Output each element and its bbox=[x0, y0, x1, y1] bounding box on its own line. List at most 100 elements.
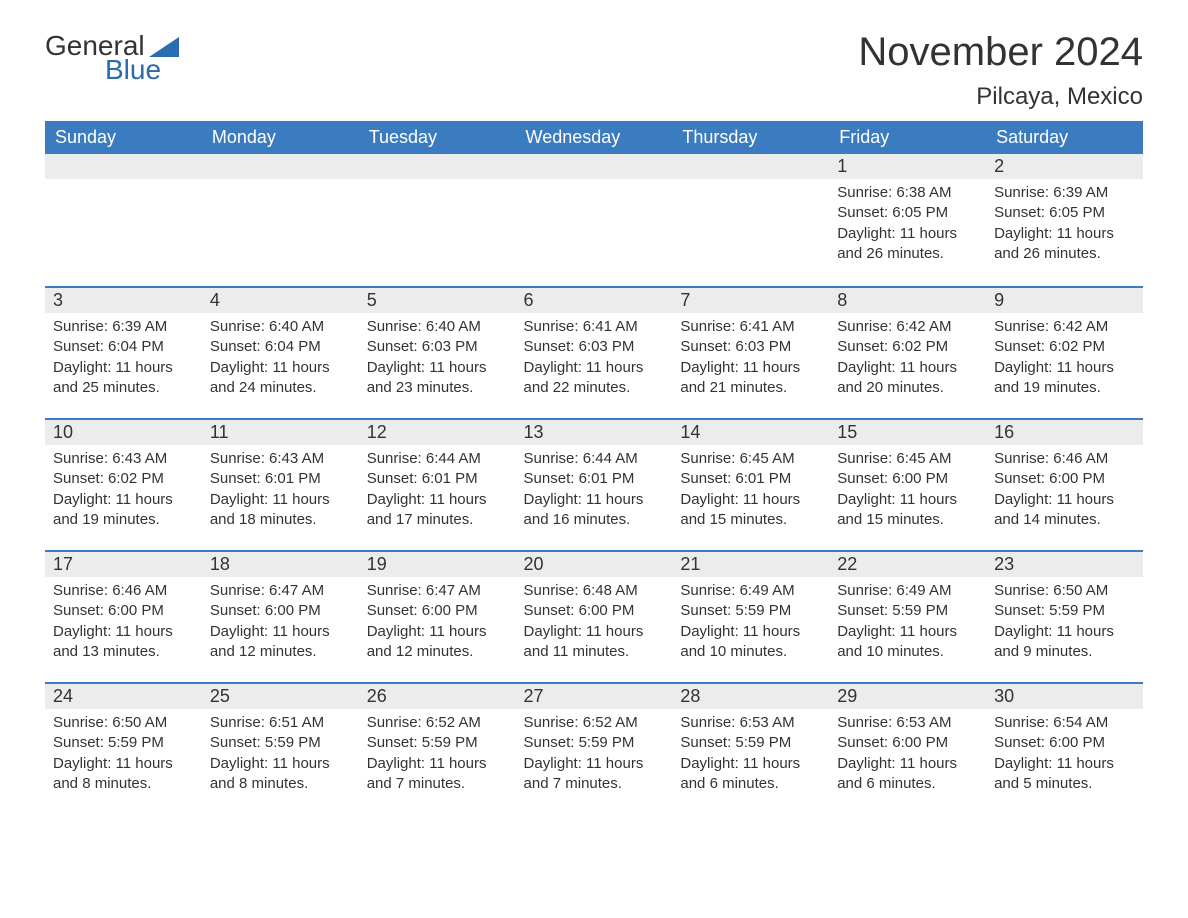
day-number: 3 bbox=[45, 286, 202, 313]
day-body: Sunrise: 6:44 AMSunset: 6:01 PMDaylight:… bbox=[516, 445, 673, 538]
day-sunset: Sunset: 6:04 PM bbox=[210, 337, 351, 357]
day-daylight2: and 15 minutes. bbox=[680, 510, 821, 530]
day-sunset: Sunset: 6:00 PM bbox=[210, 601, 351, 621]
day-sunset: Sunset: 6:02 PM bbox=[837, 337, 978, 357]
weekday-header: Friday bbox=[829, 121, 986, 154]
calendar-day-cell: 29Sunrise: 6:53 AMSunset: 6:00 PMDayligh… bbox=[829, 682, 986, 814]
day-sunset: Sunset: 6:02 PM bbox=[994, 337, 1135, 357]
day-daylight1: Daylight: 11 hours bbox=[680, 358, 821, 378]
calendar-day-cell: 15Sunrise: 6:45 AMSunset: 6:00 PMDayligh… bbox=[829, 418, 986, 550]
day-number: 16 bbox=[986, 418, 1143, 445]
day-body: Sunrise: 6:43 AMSunset: 6:02 PMDaylight:… bbox=[45, 445, 202, 538]
weekday-header: Saturday bbox=[986, 121, 1143, 154]
calendar-day-cell: 2Sunrise: 6:39 AMSunset: 6:05 PMDaylight… bbox=[986, 154, 1143, 286]
day-body: Sunrise: 6:48 AMSunset: 6:00 PMDaylight:… bbox=[516, 577, 673, 670]
day-daylight1: Daylight: 11 hours bbox=[367, 490, 508, 510]
day-number: 22 bbox=[829, 550, 986, 577]
day-body: Sunrise: 6:41 AMSunset: 6:03 PMDaylight:… bbox=[672, 313, 829, 406]
day-body: Sunrise: 6:49 AMSunset: 5:59 PMDaylight:… bbox=[829, 577, 986, 670]
day-sunrise: Sunrise: 6:53 AM bbox=[837, 713, 978, 733]
day-daylight1: Daylight: 11 hours bbox=[680, 622, 821, 642]
day-body: Sunrise: 6:52 AMSunset: 5:59 PMDaylight:… bbox=[359, 709, 516, 802]
day-sunset: Sunset: 6:05 PM bbox=[994, 203, 1135, 223]
calendar-day-cell: 1Sunrise: 6:38 AMSunset: 6:05 PMDaylight… bbox=[829, 154, 986, 286]
day-body: Sunrise: 6:40 AMSunset: 6:03 PMDaylight:… bbox=[359, 313, 516, 406]
day-daylight2: and 6 minutes. bbox=[837, 774, 978, 794]
calendar-day-cell bbox=[202, 154, 359, 286]
day-number: 26 bbox=[359, 682, 516, 709]
day-daylight1: Daylight: 11 hours bbox=[53, 358, 194, 378]
header: General Blue November 2024 Pilcaya, Mexi… bbox=[45, 30, 1143, 111]
day-daylight1: Daylight: 11 hours bbox=[994, 754, 1135, 774]
day-sunrise: Sunrise: 6:39 AM bbox=[53, 317, 194, 337]
day-body: Sunrise: 6:46 AMSunset: 6:00 PMDaylight:… bbox=[986, 445, 1143, 538]
day-sunset: Sunset: 6:00 PM bbox=[53, 601, 194, 621]
day-body: Sunrise: 6:43 AMSunset: 6:01 PMDaylight:… bbox=[202, 445, 359, 538]
calendar-day-cell: 28Sunrise: 6:53 AMSunset: 5:59 PMDayligh… bbox=[672, 682, 829, 814]
day-body: Sunrise: 6:53 AMSunset: 5:59 PMDaylight:… bbox=[672, 709, 829, 802]
day-number bbox=[202, 154, 359, 179]
day-daylight2: and 10 minutes. bbox=[680, 642, 821, 662]
calendar-week-row: 17Sunrise: 6:46 AMSunset: 6:00 PMDayligh… bbox=[45, 550, 1143, 682]
day-daylight1: Daylight: 11 hours bbox=[367, 622, 508, 642]
brand-logo: General Blue bbox=[45, 30, 179, 86]
calendar-week-row: 24Sunrise: 6:50 AMSunset: 5:59 PMDayligh… bbox=[45, 682, 1143, 814]
day-daylight2: and 8 minutes. bbox=[210, 774, 351, 794]
day-body: Sunrise: 6:52 AMSunset: 5:59 PMDaylight:… bbox=[516, 709, 673, 802]
day-daylight1: Daylight: 11 hours bbox=[994, 358, 1135, 378]
page-title: November 2024 bbox=[858, 30, 1143, 75]
day-body: Sunrise: 6:51 AMSunset: 5:59 PMDaylight:… bbox=[202, 709, 359, 802]
day-body: Sunrise: 6:49 AMSunset: 5:59 PMDaylight:… bbox=[672, 577, 829, 670]
day-body: Sunrise: 6:38 AMSunset: 6:05 PMDaylight:… bbox=[829, 179, 986, 272]
day-daylight2: and 24 minutes. bbox=[210, 378, 351, 398]
day-sunrise: Sunrise: 6:40 AM bbox=[210, 317, 351, 337]
day-body: Sunrise: 6:42 AMSunset: 6:02 PMDaylight:… bbox=[829, 313, 986, 406]
day-sunrise: Sunrise: 6:44 AM bbox=[524, 449, 665, 469]
day-daylight2: and 12 minutes. bbox=[367, 642, 508, 662]
calendar-day-cell: 12Sunrise: 6:44 AMSunset: 6:01 PMDayligh… bbox=[359, 418, 516, 550]
day-sunset: Sunset: 6:05 PM bbox=[837, 203, 978, 223]
day-number: 5 bbox=[359, 286, 516, 313]
day-sunrise: Sunrise: 6:38 AM bbox=[837, 183, 978, 203]
day-number bbox=[359, 154, 516, 179]
day-daylight1: Daylight: 11 hours bbox=[53, 754, 194, 774]
calendar-day-cell: 22Sunrise: 6:49 AMSunset: 5:59 PMDayligh… bbox=[829, 550, 986, 682]
day-body: Sunrise: 6:40 AMSunset: 6:04 PMDaylight:… bbox=[202, 313, 359, 406]
day-sunset: Sunset: 6:00 PM bbox=[994, 469, 1135, 489]
day-sunset: Sunset: 6:03 PM bbox=[367, 337, 508, 357]
day-sunrise: Sunrise: 6:41 AM bbox=[524, 317, 665, 337]
day-sunrise: Sunrise: 6:52 AM bbox=[367, 713, 508, 733]
day-body: Sunrise: 6:42 AMSunset: 6:02 PMDaylight:… bbox=[986, 313, 1143, 406]
calendar-day-cell: 14Sunrise: 6:45 AMSunset: 6:01 PMDayligh… bbox=[672, 418, 829, 550]
day-daylight1: Daylight: 11 hours bbox=[837, 754, 978, 774]
day-number: 24 bbox=[45, 682, 202, 709]
day-daylight2: and 19 minutes. bbox=[994, 378, 1135, 398]
calendar-day-cell: 18Sunrise: 6:47 AMSunset: 6:00 PMDayligh… bbox=[202, 550, 359, 682]
day-daylight2: and 23 minutes. bbox=[367, 378, 508, 398]
day-daylight2: and 25 minutes. bbox=[53, 378, 194, 398]
day-sunrise: Sunrise: 6:43 AM bbox=[53, 449, 194, 469]
day-daylight2: and 21 minutes. bbox=[680, 378, 821, 398]
day-sunrise: Sunrise: 6:51 AM bbox=[210, 713, 351, 733]
day-daylight1: Daylight: 11 hours bbox=[524, 754, 665, 774]
title-area: November 2024 Pilcaya, Mexico bbox=[858, 30, 1143, 111]
day-sunset: Sunset: 6:01 PM bbox=[680, 469, 821, 489]
day-daylight2: and 5 minutes. bbox=[994, 774, 1135, 794]
day-sunrise: Sunrise: 6:52 AM bbox=[524, 713, 665, 733]
weekday-header: Sunday bbox=[45, 121, 202, 154]
day-body: Sunrise: 6:53 AMSunset: 6:00 PMDaylight:… bbox=[829, 709, 986, 802]
calendar-day-cell: 24Sunrise: 6:50 AMSunset: 5:59 PMDayligh… bbox=[45, 682, 202, 814]
day-number: 18 bbox=[202, 550, 359, 577]
day-daylight1: Daylight: 11 hours bbox=[210, 490, 351, 510]
day-sunrise: Sunrise: 6:44 AM bbox=[367, 449, 508, 469]
calendar-day-cell: 11Sunrise: 6:43 AMSunset: 6:01 PMDayligh… bbox=[202, 418, 359, 550]
calendar-day-cell: 8Sunrise: 6:42 AMSunset: 6:02 PMDaylight… bbox=[829, 286, 986, 418]
day-number: 15 bbox=[829, 418, 986, 445]
day-body: Sunrise: 6:41 AMSunset: 6:03 PMDaylight:… bbox=[516, 313, 673, 406]
day-sunrise: Sunrise: 6:53 AM bbox=[680, 713, 821, 733]
day-daylight1: Daylight: 11 hours bbox=[524, 490, 665, 510]
day-number: 17 bbox=[45, 550, 202, 577]
day-daylight1: Daylight: 11 hours bbox=[837, 622, 978, 642]
calendar-day-cell: 9Sunrise: 6:42 AMSunset: 6:02 PMDaylight… bbox=[986, 286, 1143, 418]
day-sunrise: Sunrise: 6:43 AM bbox=[210, 449, 351, 469]
